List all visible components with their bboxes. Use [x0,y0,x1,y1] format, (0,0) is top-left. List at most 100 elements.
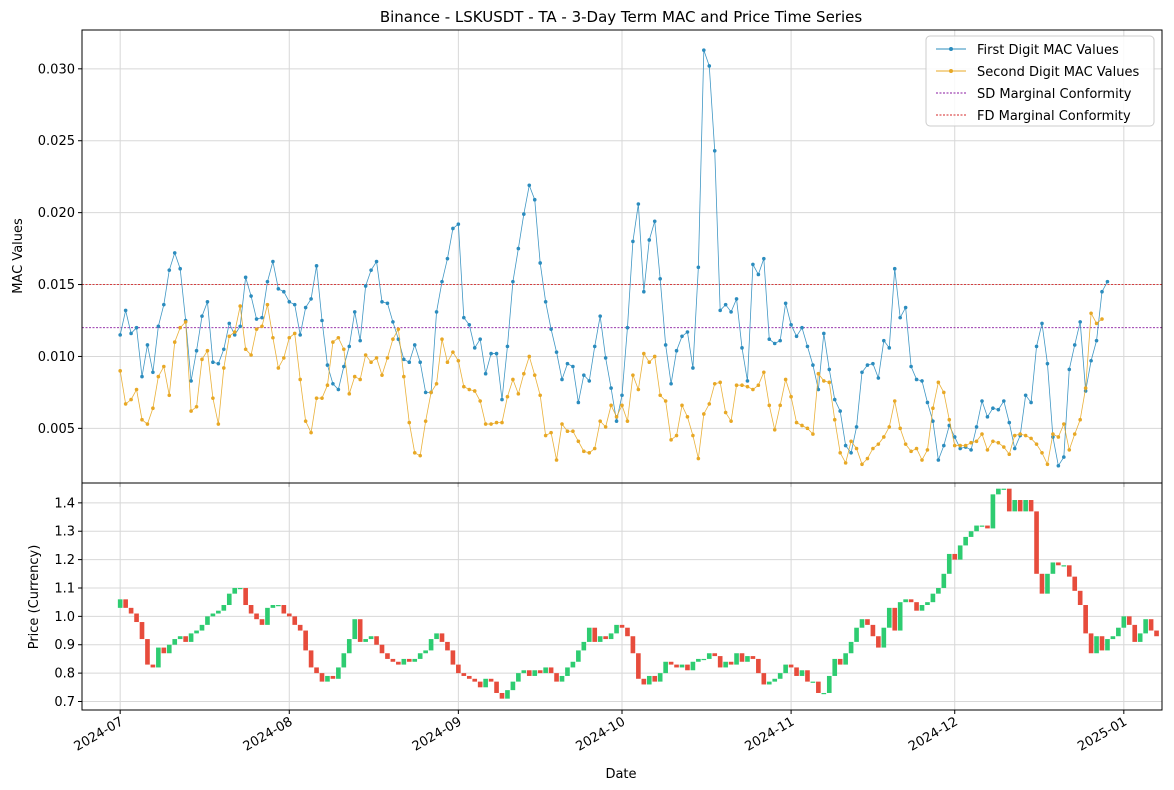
fd-mac-point [958,446,962,451]
sd-mac-point [723,410,728,415]
sd-mac-point [762,370,766,375]
sd-mac-point [691,433,695,438]
sd-mac-point [952,443,957,448]
fd-mac-point [609,386,613,390]
sd-mac-point [183,320,188,324]
fd-mac-point [418,360,422,365]
candle-up [946,553,952,574]
fd-mac-point [538,261,542,265]
fd-mac-point [822,331,826,336]
sd-mac-point [702,412,706,416]
candle-down [379,644,385,654]
fd-mac-point [494,351,499,356]
candle-down [625,627,630,637]
fd-mac-point [936,458,941,462]
sd-mac-point [167,393,172,398]
sd-mac-point [778,403,782,408]
fd-mac-point [974,425,979,429]
candle-up [516,673,521,682]
candle-up [897,602,903,631]
fd-mac-point [456,222,461,226]
fd-mac-point [532,197,537,202]
fd-mac-point [271,259,275,264]
sd-mac-point [238,304,242,308]
fd-mac-point [407,360,412,365]
candle-up [505,690,510,699]
candle-up [706,653,712,659]
candle-down [183,636,188,642]
candle-down [865,619,870,625]
candle-down [374,636,379,645]
sd-mac-point [418,453,422,458]
fd-mac-point [282,289,286,294]
sd-mac-point [854,446,859,451]
candle-up [210,613,216,617]
candle-up [963,536,968,546]
fd-mac-point [216,361,221,366]
fd-mac-point [980,399,984,403]
fd-mac-point [391,320,395,324]
fd-mac-point [903,305,908,310]
candle-up [428,639,434,651]
sd-mac-point [827,380,832,385]
candle-up [483,678,488,688]
sd-mac-point [789,394,793,399]
fd-mac-point [440,279,444,284]
fd-mac-point [227,321,232,326]
sd-mac-point [543,433,548,438]
sd-mac-point [909,449,913,454]
fd-mac-point [560,377,564,382]
fd-mac-point [942,443,946,448]
candle-down [450,650,456,665]
sd-mac-point [1089,311,1093,316]
sd-mac-point [1056,435,1061,439]
fd-mac-point [123,308,128,313]
sd-mac-point [800,423,804,428]
candle-down [488,678,494,682]
sd-mac-point [205,348,210,353]
sd-mac-point [500,420,504,425]
fd-mac-point [625,325,630,330]
fd-mac-point [571,364,575,369]
candle-down [837,658,843,665]
sd-mac-point [882,435,886,439]
candle-down [145,639,150,665]
candle-up [614,624,619,634]
fd-mac-point [647,238,652,242]
fd-mac-point [707,64,712,68]
fd-mac-point [816,387,821,392]
sd-mac-point [483,422,488,426]
candle-up [270,605,276,608]
fd-mac-point [358,338,362,343]
sd-mac-point [985,448,990,452]
fd-mac-point [691,366,695,370]
candle-up [265,607,270,625]
candle-down [297,624,303,631]
sd-mac-point [123,402,128,406]
sd-mac-point [674,433,679,438]
fd-mac-point [636,202,641,206]
sd-mac-point [358,377,362,382]
sd-mac-point [172,340,177,344]
sd-mac-point [1100,317,1104,321]
sd-mac-point [767,403,772,408]
candle-up [1137,633,1143,642]
price-y-tick-label: 0.9 [54,638,75,653]
candle-up [826,675,832,693]
fd-mac-point [500,397,504,402]
sd-mac-point [647,360,652,365]
sd-mac-point [1051,432,1055,436]
fd-mac-point [1062,455,1066,459]
fd-mac-point [134,325,139,330]
candle-up [401,658,407,665]
candle-up [510,681,516,691]
fd-mac-point [991,406,995,411]
fd-mac-point [222,347,226,352]
fd-mac-point [1007,420,1012,425]
candle-down [286,613,292,617]
candle-down [1083,605,1088,634]
fd-mac-point [254,317,259,321]
candle-down [281,605,287,614]
fd-mac-point [205,300,210,304]
fd-mac-point [598,314,602,318]
